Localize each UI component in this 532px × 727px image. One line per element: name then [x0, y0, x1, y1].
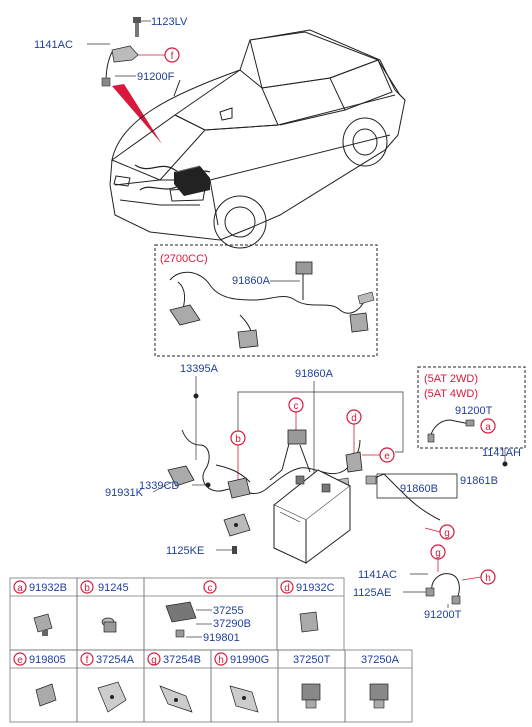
ground-strap-icon — [427, 419, 475, 443]
svg-text:e: e — [17, 655, 23, 666]
svg-text:c: c — [294, 401, 299, 412]
ground-strap-lower-icon — [425, 573, 461, 605]
svg-text:b: b — [84, 583, 90, 594]
at-variant-box: (5AT 2WD) (5AT 4WD) 91200T a 1141AH — [417, 366, 526, 467]
table-919801: 919801 — [203, 632, 240, 644]
svg-text:g: g — [444, 528, 450, 539]
svg-text:a: a — [485, 422, 491, 433]
battery-icon — [273, 469, 351, 564]
label-1125ae: 1125AE — [353, 587, 391, 599]
label-13395a: 13395A — [180, 363, 219, 375]
engine-2700cc-box: (2700CC) 91860A — [154, 244, 378, 357]
label-91200t-box: 91200T — [455, 405, 493, 417]
svg-text:b: b — [235, 434, 241, 445]
svg-text:h: h — [485, 573, 491, 584]
label-2700cc: (2700CC) — [160, 253, 208, 265]
parts-table: a 91932B b 91245 c d 91932C 37255 37290B… — [9, 577, 413, 723]
top-detail: 1123LV 1141AC 91200F f — [34, 16, 188, 144]
svg-text:a: a — [17, 583, 23, 594]
svg-text:c: c — [208, 583, 213, 594]
label-1141ac-top: 1141AC — [34, 39, 73, 51]
label-1123lv: 1123LV — [151, 16, 188, 28]
cable-bracket-icon — [101, 45, 139, 87]
bracket-37254a-icon — [97, 681, 127, 713]
connector-91932b-icon — [33, 613, 53, 636]
clip-919805-icon — [35, 683, 57, 707]
table-919805: 919805 — [29, 654, 66, 666]
svg-text:f: f — [86, 655, 89, 666]
table-37254b: 37254B — [163, 654, 201, 666]
lower-ground-strap: g 1141AC 1125AE h 91200T — [353, 544, 496, 621]
table-91245: 91245 — [98, 582, 129, 594]
mounting-bracket-icon — [223, 513, 251, 537]
table-37250t: 37250T — [293, 654, 331, 666]
label-91861b: 91861B — [460, 475, 498, 487]
label-5at-2wd: (5AT 2WD) — [424, 373, 478, 385]
table-37290b: 37290B — [213, 618, 251, 630]
table-37254a: 37254A — [96, 654, 135, 666]
label-5at-4wd: (5AT 4WD) — [424, 388, 478, 400]
main-assembly: 13395A 91860A c d b e — [105, 363, 498, 564]
grommet-91245-icon — [101, 617, 117, 633]
label-91200f: 91200F — [137, 71, 175, 83]
label-91860a-box: 91860A — [232, 275, 271, 287]
bracket-91990g-icon — [229, 685, 259, 713]
svg-text:g: g — [151, 655, 157, 666]
main-harness-icon — [167, 429, 363, 499]
svg-text:g: g — [435, 548, 441, 559]
table-91932c: 91932C — [296, 582, 335, 594]
label-1141ah-main: 1141AH — [482, 447, 521, 459]
terminal-37250a-icon — [369, 683, 389, 709]
label-91860b: 91860B — [400, 483, 438, 495]
label-1339cd-main: 1339CD — [139, 480, 179, 492]
table-37250a: 37250A — [361, 654, 400, 666]
svg-text:d: d — [351, 413, 357, 424]
svg-text:e: e — [384, 451, 390, 462]
terminal-37250t-icon — [301, 683, 321, 709]
label-1141ac-bottom: 1141AC — [358, 569, 397, 581]
vehicle-illustration — [109, 29, 406, 249]
callout-a — [480, 418, 496, 434]
label-91860a-main: 91860A — [295, 368, 334, 380]
engine-bay-battery-icon — [174, 165, 210, 196]
bolt-1125ke-icon — [232, 546, 237, 554]
fuse-block-37255-icon — [165, 601, 197, 638]
table-91932b: 91932B — [29, 582, 67, 594]
label-91931k: 91931K — [105, 487, 144, 499]
bolt-icon — [133, 17, 141, 37]
svg-text:h: h — [218, 655, 224, 666]
svg-text:f: f — [171, 51, 174, 62]
callout-f-top — [164, 47, 180, 63]
ground-cable-icon — [365, 473, 441, 521]
label-91200t-bottom: 91200T — [424, 609, 462, 621]
svg-text:d: d — [284, 583, 290, 594]
pointer-arrow — [112, 84, 162, 144]
battery-cable-harness-icon — [169, 261, 375, 349]
table-91990g: 91990G — [230, 654, 269, 666]
table-37255: 37255 — [213, 605, 244, 617]
bracket-37254b-icon — [159, 685, 193, 713]
connector-91932c-icon — [299, 611, 319, 633]
label-1125ke: 1125KE — [166, 545, 204, 557]
